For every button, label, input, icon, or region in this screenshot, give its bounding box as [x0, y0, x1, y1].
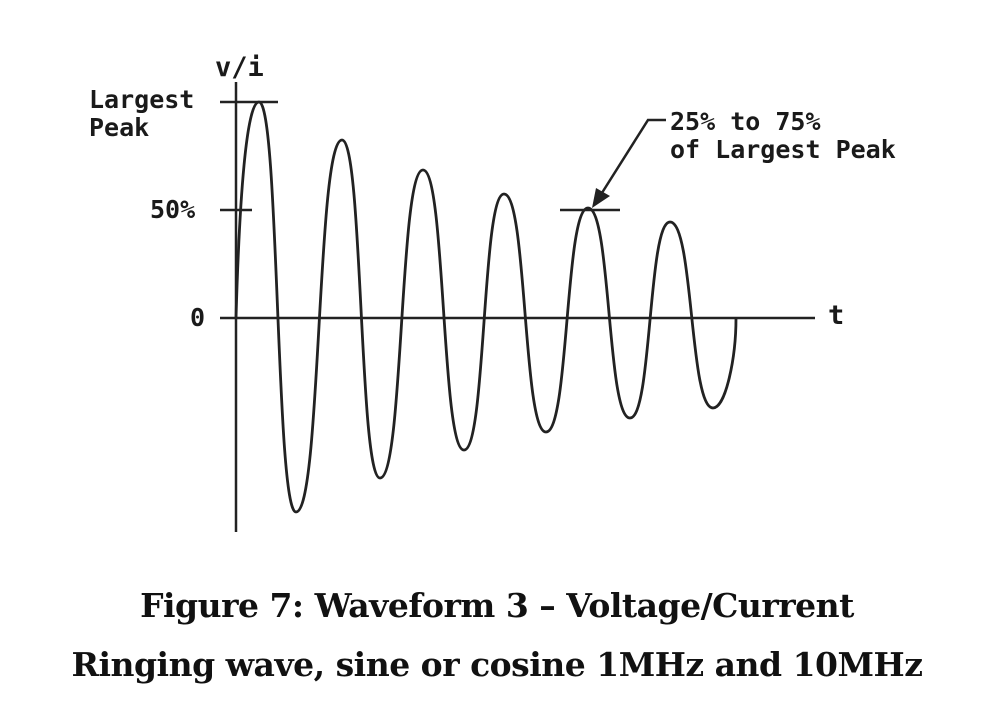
- x-axis-label: t: [828, 300, 844, 331]
- annotation-label-line2: of Largest Peak: [670, 135, 896, 164]
- annotation-label-line1: 25% to 75%: [670, 107, 821, 136]
- caption-title: Figure 7: Waveform 3 – Voltage/Current: [0, 586, 994, 625]
- annotation-leader-line: [600, 120, 666, 196]
- caption-subtitle: Ringing wave, sine or cosine 1MHz and 10…: [0, 645, 994, 684]
- largest-peak-label-line2: Peak: [89, 113, 149, 142]
- ringing-waveform-figure: v/i t Largest Peak 50% 0 25% to 75% of L…: [0, 0, 994, 560]
- fifty-percent-label: 50%: [150, 195, 195, 224]
- ringing-waveform: [236, 102, 736, 512]
- y-axis-label: v/i: [215, 52, 264, 83]
- zero-label: 0: [190, 303, 205, 332]
- annotation-arrowhead: [592, 188, 610, 208]
- largest-peak-label-line1: Largest: [89, 85, 194, 114]
